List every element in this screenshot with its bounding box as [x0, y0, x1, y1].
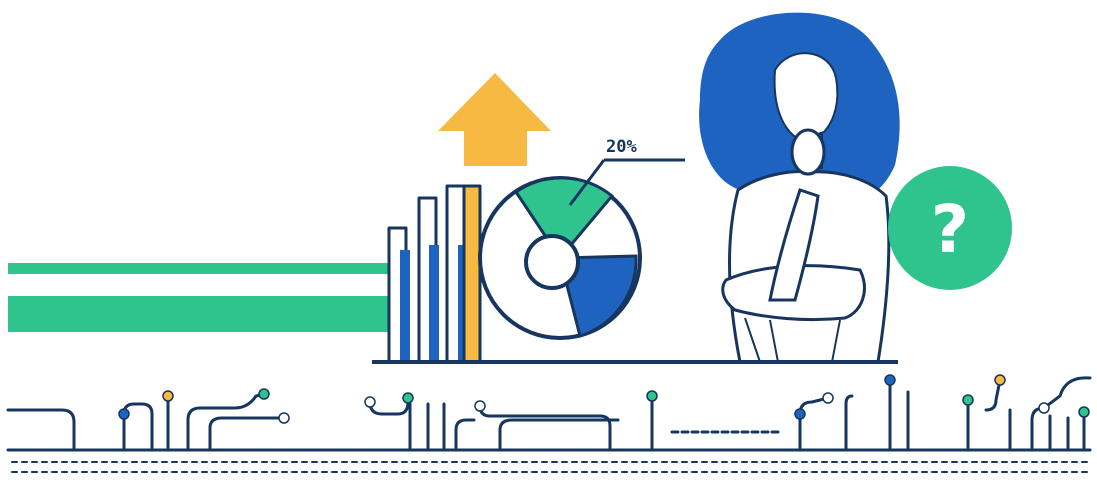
bar-4 [462, 184, 482, 364]
trace-7 [454, 418, 476, 450]
question-symbol: ? [931, 191, 969, 268]
woman-hand [790, 128, 826, 176]
pie-center-hole [524, 234, 580, 290]
node [278, 412, 290, 424]
node [1038, 402, 1050, 414]
trace-12 [844, 394, 854, 450]
pie-chart-icon: 20% [478, 137, 685, 340]
trace-1 [6, 408, 76, 450]
circuit-trace-decoration [6, 376, 1092, 473]
node [794, 408, 806, 420]
trace-5 [208, 416, 286, 450]
trace-13 [888, 378, 910, 450]
bar-chart-icon [387, 184, 482, 364]
bar-1-fill [400, 250, 410, 362]
node [962, 394, 974, 406]
node [994, 374, 1006, 386]
node [474, 400, 486, 412]
speed-stripe-thin [8, 263, 388, 274]
question-bubble [888, 166, 1012, 290]
trace-11 [798, 396, 830, 450]
node [822, 392, 834, 404]
speed-stripe-thick [8, 296, 388, 332]
question-bubble-icon: ? [888, 166, 1012, 290]
pie-slice-green [513, 176, 615, 261]
node [646, 390, 658, 402]
node [1078, 406, 1090, 418]
pie-callout-line [568, 159, 606, 206]
thinking-woman-figure [699, 12, 900, 364]
bar-2-fill [429, 245, 439, 362]
node [364, 396, 376, 408]
node [162, 390, 174, 402]
node [402, 392, 414, 404]
up-arrow-icon [438, 73, 551, 166]
trace-4 [186, 392, 266, 450]
woman-collar-lines [744, 317, 841, 363]
node [118, 408, 130, 420]
trace-6 [368, 400, 446, 450]
trace-16 [1048, 410, 1086, 450]
node [884, 374, 896, 386]
woman-raised-arm [768, 188, 820, 302]
trace-14 [966, 378, 1012, 450]
pie-slice-blue [558, 254, 638, 338]
node [258, 388, 270, 400]
pie-percent-label: 20% [606, 137, 637, 157]
circuit-nodes [118, 374, 1090, 424]
trace-8 [478, 404, 620, 450]
woman-face [773, 52, 839, 142]
speed-stripes [8, 263, 388, 332]
